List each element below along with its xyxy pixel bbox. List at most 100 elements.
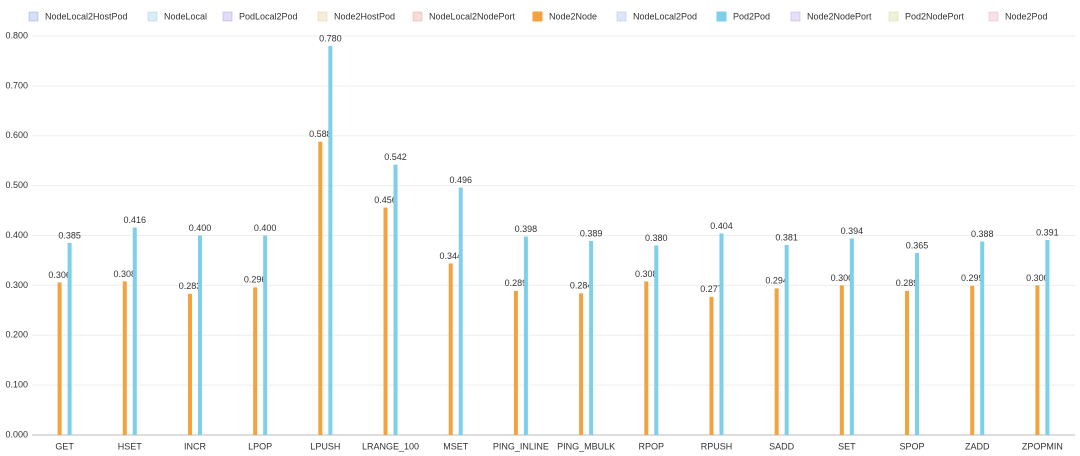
x-tick-label: RPOP <box>639 441 665 451</box>
legend-marker[interactable] <box>716 11 727 22</box>
bar <box>383 207 388 435</box>
x-tick-label: HSET <box>118 441 143 451</box>
data-label: 0.398 <box>515 224 538 234</box>
y-tick-label: 0.400 <box>5 230 28 240</box>
bar <box>67 242 72 435</box>
bar <box>513 290 518 435</box>
bar <box>253 287 258 435</box>
x-tick-label: SET <box>838 441 856 451</box>
data-label: 0.391 <box>1036 227 1059 237</box>
bar <box>784 244 789 435</box>
bar <box>1045 239 1050 435</box>
x-tick-label: MSET <box>443 441 469 451</box>
data-label: 0.344 <box>439 251 462 261</box>
bar <box>448 263 453 435</box>
y-tick-label: 0.100 <box>5 380 28 390</box>
bar <box>849 238 854 435</box>
bar <box>1035 285 1040 435</box>
data-label: 0.300 <box>1026 273 1049 283</box>
legend-label[interactable]: Node2HostPod <box>334 11 395 21</box>
data-label: 0.380 <box>645 233 668 243</box>
legend-label[interactable]: NodeLocal <box>164 11 207 21</box>
legend-marker[interactable] <box>532 11 543 22</box>
x-tick-label: PING_INLINE <box>493 441 549 451</box>
legend-marker[interactable] <box>790 11 801 22</box>
bar <box>263 235 268 435</box>
data-label: 0.588 <box>309 129 332 139</box>
legend-label[interactable]: PodLocal2Pod <box>239 11 298 21</box>
data-label: 0.389 <box>580 228 603 238</box>
legend-label[interactable]: NodeLocal2Pod <box>633 11 697 21</box>
data-label: 0.289 <box>896 278 919 288</box>
data-label: 0.456 <box>374 195 397 205</box>
data-label: 0.277 <box>700 284 723 294</box>
data-label: 0.300 <box>831 273 854 283</box>
x-tick-label: LRANGE_100 <box>362 441 419 451</box>
legend-marker[interactable] <box>412 11 423 22</box>
bar <box>980 241 985 435</box>
bar <box>132 227 137 435</box>
y-tick-label: 0.200 <box>5 330 28 340</box>
data-label: 0.365 <box>906 240 929 250</box>
legend-label[interactable]: Pod2NodePort <box>905 11 965 21</box>
bar <box>187 293 192 435</box>
legend-marker[interactable] <box>147 11 158 22</box>
x-tick-label: LPUSH <box>310 441 340 451</box>
bar <box>719 233 724 435</box>
legend-marker[interactable] <box>28 11 39 22</box>
data-label: 0.496 <box>449 175 472 185</box>
legend-label[interactable]: Node2NodePort <box>807 11 872 21</box>
bar <box>709 296 714 435</box>
bar <box>318 141 323 436</box>
data-label: 0.780 <box>319 33 342 43</box>
data-label: 0.308 <box>635 269 658 279</box>
legend-label[interactable]: Pod2Pod <box>733 11 770 21</box>
data-label: 0.400 <box>189 223 212 233</box>
data-label: 0.385 <box>58 230 81 240</box>
bar <box>589 240 594 435</box>
bar <box>458 187 463 435</box>
y-tick-label: 0.300 <box>5 280 28 290</box>
y-tick-label: 0.500 <box>5 180 28 190</box>
legend-label[interactable]: NodeLocal2NodePort <box>429 11 516 21</box>
bar <box>774 288 779 435</box>
bar <box>970 285 975 435</box>
data-label: 0.294 <box>765 276 788 286</box>
legend-label[interactable]: Node2Pod <box>1005 11 1048 21</box>
x-tick-label: LPOP <box>248 441 272 451</box>
bar <box>197 235 202 435</box>
x-tick-label: INCR <box>184 441 206 451</box>
bar <box>122 281 127 435</box>
y-tick-label: 0.700 <box>5 80 28 90</box>
x-tick-label: GET <box>55 441 74 451</box>
data-label: 0.381 <box>775 232 798 242</box>
bar <box>393 164 398 436</box>
bar <box>644 281 649 435</box>
x-tick-label: SPOP <box>900 441 925 451</box>
x-tick-label: PING_MBULK <box>557 441 615 451</box>
legend-marker[interactable] <box>317 11 328 22</box>
data-label: 0.404 <box>710 221 733 231</box>
bar <box>328 45 333 435</box>
data-label: 0.283 <box>179 281 202 291</box>
data-label: 0.284 <box>570 281 593 291</box>
data-label: 0.416 <box>124 215 147 225</box>
x-tick-label: ZADD <box>965 441 990 451</box>
legend-label[interactable]: Node2Node <box>549 11 597 21</box>
x-tick-label: SADD <box>769 441 795 451</box>
legend-marker[interactable] <box>616 11 627 22</box>
x-tick-label: RPUSH <box>701 441 733 451</box>
bar <box>915 252 920 435</box>
legend-label[interactable]: NodeLocal2HostPod <box>45 11 128 21</box>
data-label: 0.388 <box>971 229 994 239</box>
data-label: 0.296 <box>244 275 267 285</box>
bar <box>579 293 584 435</box>
data-label: 0.308 <box>114 269 137 279</box>
bar <box>654 245 659 435</box>
legend-marker[interactable] <box>222 11 233 22</box>
data-label: 0.289 <box>505 278 528 288</box>
legend-marker[interactable] <box>888 11 899 22</box>
x-tick-label: ZPOPMIN <box>1022 441 1063 451</box>
legend-marker[interactable] <box>988 11 999 22</box>
bar <box>839 285 844 435</box>
